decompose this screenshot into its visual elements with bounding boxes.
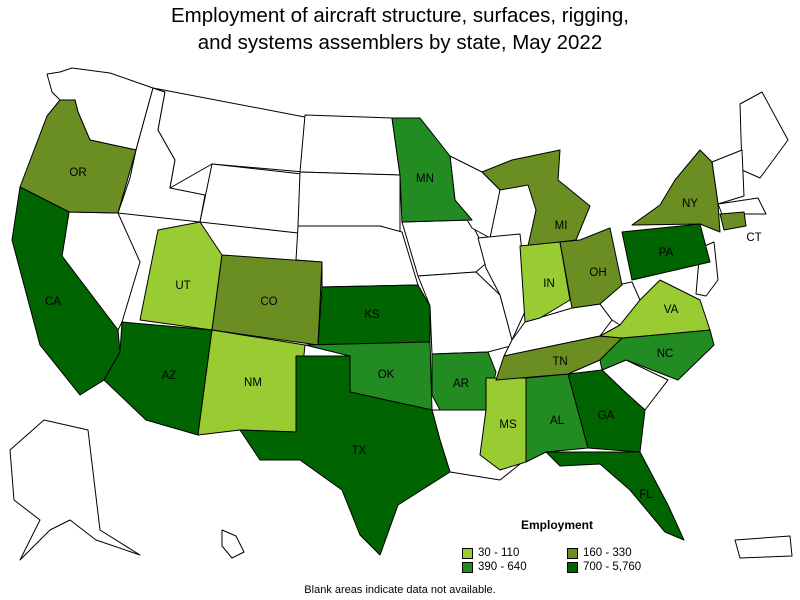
label-MN: MN: [416, 173, 434, 185]
title-line-1: Employment of aircraft structure, surfac…: [170, 4, 629, 27]
legend-items: 30 - 110 160 - 330 390 - 640 700 - 5,760: [462, 547, 682, 573]
legend-label: 160 - 330: [583, 547, 632, 559]
footnote: Blank areas indicate data not available.: [304, 584, 496, 596]
state-OH[interactable]: [559, 227, 623, 309]
legend-item-700-5760: 700 - 5,760: [567, 561, 677, 573]
label-CO: CO: [260, 296, 277, 308]
state-KS[interactable]: [317, 284, 431, 346]
label-TX: TX: [352, 445, 367, 457]
label-IN: IN: [543, 278, 555, 290]
legend-item-30-110: 30 - 110: [462, 547, 567, 559]
colored-states: [11, 99, 747, 556]
legend-swatch: [567, 561, 578, 573]
state-puerto-rico[interactable]: [734, 535, 793, 559]
label-AZ: AZ: [162, 370, 177, 382]
state-VA[interactable]: [599, 279, 711, 339]
state-FL[interactable]: [545, 451, 685, 541]
label-CA: CA: [45, 296, 61, 308]
legend-label: 700 - 5,760: [583, 561, 642, 573]
label-UT: UT: [175, 280, 190, 292]
label-FL: FL: [639, 489, 653, 501]
state-UT[interactable]: [139, 221, 223, 331]
state-NY[interactable]: [631, 149, 721, 233]
label-AR: AR: [453, 378, 469, 390]
state-MN[interactable]: [391, 117, 473, 223]
label-PA: PA: [659, 247, 674, 259]
state-north-dakota[interactable]: [299, 114, 401, 176]
state-massachusetts[interactable]: [717, 197, 767, 215]
state-IN[interactable]: [519, 241, 571, 323]
label-CT: CT: [746, 232, 761, 244]
state-hawaii[interactable]: [221, 529, 245, 559]
label-MS: MS: [499, 419, 517, 431]
state-alaska[interactable]: [9, 419, 141, 561]
legend-swatch: [462, 561, 473, 573]
state-wyoming[interactable]: [199, 163, 303, 234]
legend-item-160-330: 160 - 330: [567, 547, 677, 559]
state-OR[interactable]: [19, 99, 137, 214]
title-line-2: and systems assemblers by state, May 202…: [197, 31, 603, 54]
label-NC: NC: [657, 348, 674, 360]
label-OR: OR: [69, 167, 86, 179]
legend-label: 30 - 110: [478, 547, 520, 559]
state-maine[interactable]: [739, 91, 789, 179]
legend-item-390-640: 390 - 640: [462, 561, 567, 573]
map-title: Employment of aircraft structure, surfac…: [0, 2, 800, 56]
label-OK: OK: [378, 369, 395, 381]
state-south-dakota[interactable]: [297, 171, 401, 233]
state-TX[interactable]: [239, 355, 451, 556]
state-AZ[interactable]: [103, 321, 213, 436]
legend-title: Employment: [520, 518, 593, 532]
label-OH: OH: [589, 267, 606, 279]
state-PA[interactable]: [621, 223, 711, 281]
label-MI: MI: [555, 220, 568, 232]
label-KS: KS: [364, 309, 380, 321]
legend-swatch: [462, 547, 473, 559]
legend-label: 390 - 640: [478, 561, 527, 573]
label-NY: NY: [682, 198, 698, 210]
label-VA: VA: [664, 304, 679, 316]
state-CT[interactable]: [719, 211, 747, 231]
legend-swatch: [567, 547, 578, 559]
label-TN: TN: [552, 356, 567, 368]
legend: Employment 30 - 110 160 - 330 390 - 640 …: [462, 518, 682, 573]
state-labels: OR CA UT AZ CO NM KS OK TX MN AR MS AL T…: [45, 167, 762, 501]
label-AL: AL: [550, 415, 565, 427]
label-GA: GA: [598, 410, 615, 422]
label-NM: NM: [244, 377, 262, 389]
